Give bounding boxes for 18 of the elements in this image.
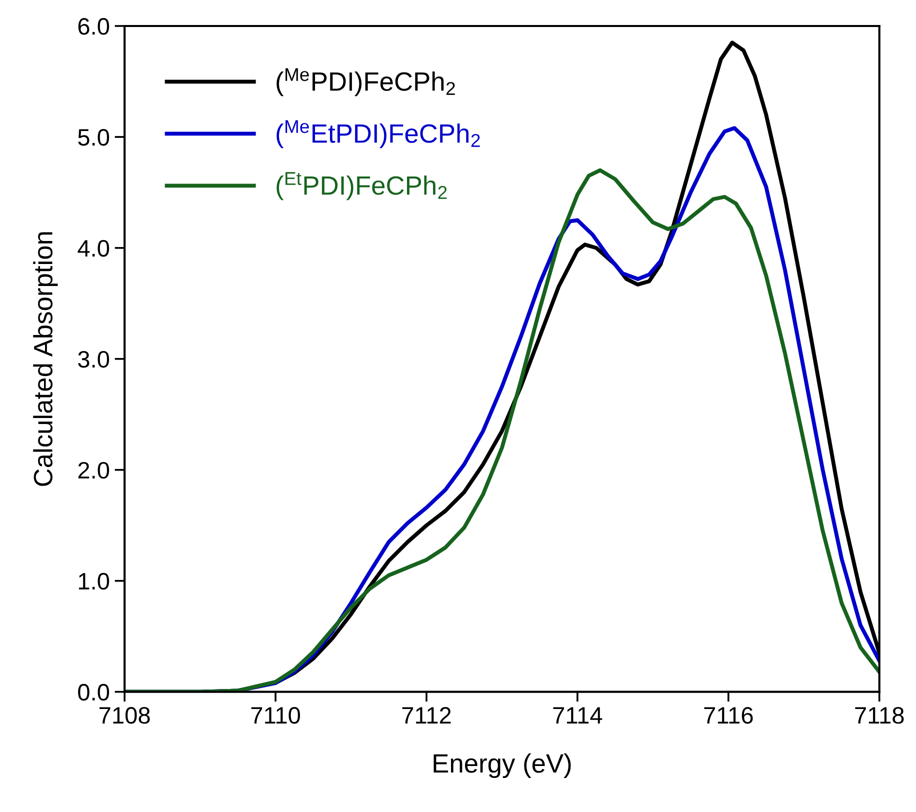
x-tick-label: 7108 — [100, 707, 150, 724]
x-tick-label: 7112 — [402, 707, 451, 724]
x-tick-label: 7116 — [704, 707, 753, 724]
x-tick-label: 7118 — [855, 707, 904, 724]
legend-label: ($^{Me}$EtPDI)FeCPh$_{2}$ — [276, 120, 480, 148]
y-tick-label: 3.0 — [78, 350, 110, 368]
x-tick-label: 7114 — [553, 707, 602, 724]
legend-label: ($^{Et}$PDI)FeCPh$_{2}$ — [276, 172, 447, 200]
y-tick-label: 1.0 — [78, 572, 110, 590]
y-tick-label: 0.0 — [78, 684, 110, 701]
y-axis-title: Calculated Absorption — [33, 232, 58, 486]
y-tick-label: 4.0 — [78, 240, 110, 257]
legend-label: ($^{Me}$PDI)FeCPh$_{2}$ — [276, 68, 455, 96]
x-tick-label: 7110 — [251, 707, 300, 724]
x-axis-title: Energy (eV) — [434, 753, 571, 778]
y-tick-label: 5.0 — [78, 129, 110, 146]
y-tick-label: 6.0 — [78, 18, 110, 35]
y-tick-label: 2.0 — [78, 462, 110, 479]
